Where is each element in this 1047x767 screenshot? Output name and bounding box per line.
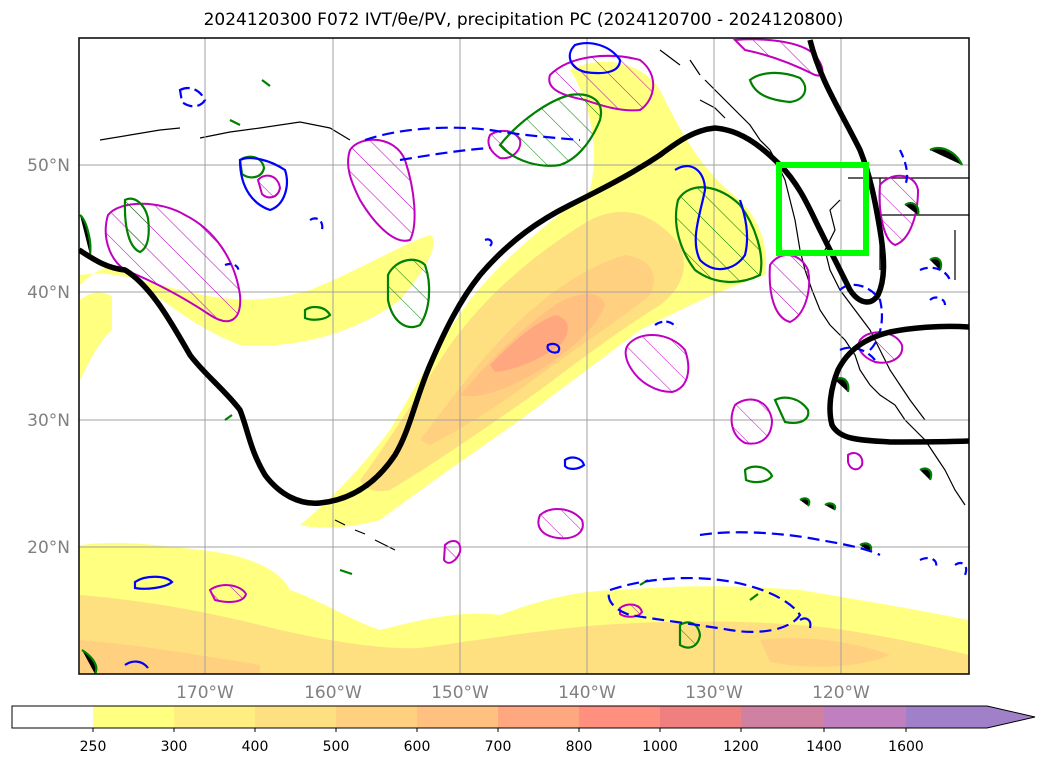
lon-axis-labels: 170°W 160°W 150°W 140°W 130°W 120°W bbox=[176, 683, 870, 703]
colorbar-segment-6 bbox=[498, 706, 579, 728]
colorbar-label-1400: 1400 bbox=[806, 739, 842, 755]
colorbar-segment-7 bbox=[579, 706, 660, 728]
colorbar-label-800: 800 bbox=[566, 739, 593, 755]
colorbar-segment-3 bbox=[255, 706, 336, 728]
figure-title: 2024120300 F072 IVT/θe/PV, precipitation… bbox=[203, 10, 844, 30]
colorbar-segment-9 bbox=[741, 706, 824, 728]
colorbar-label-300: 300 bbox=[161, 739, 188, 755]
colorbar-outline bbox=[11, 705, 1036, 729]
colorbar-label-250: 250 bbox=[80, 739, 107, 755]
precip-positive-contours bbox=[79, 71, 963, 674]
colorbar-segment-1 bbox=[93, 706, 174, 728]
colorbar-label-1200: 1200 bbox=[723, 739, 759, 755]
lat-label-30: 30°N bbox=[27, 411, 70, 431]
colorbar-segment-10 bbox=[824, 706, 906, 728]
colorbar-under-segment bbox=[12, 706, 93, 728]
colorbar-segment-11 bbox=[906, 706, 1035, 728]
colorbar-segment-2 bbox=[174, 706, 255, 728]
lon-label-120w: 120°W bbox=[812, 683, 870, 703]
lon-label-130w: 130°W bbox=[685, 683, 743, 703]
pv-contour bbox=[79, 39, 969, 506]
lon-label-170w: 170°W bbox=[176, 683, 234, 703]
lat-label-20: 20°N bbox=[27, 538, 70, 558]
colorbar-segment-8 bbox=[660, 706, 741, 728]
lon-label-150w: 150°W bbox=[431, 683, 489, 703]
colorbar-label-400: 400 bbox=[242, 739, 269, 755]
colorbar-label-700: 700 bbox=[485, 739, 512, 755]
map-frame bbox=[78, 37, 970, 675]
target-region-box bbox=[776, 162, 869, 256]
lat-label-50: 50°N bbox=[27, 156, 70, 176]
lat-label-40: 40°N bbox=[27, 283, 70, 303]
ivt-shading bbox=[80, 61, 969, 674]
colorbar: 250 300 400 500 600 700 800 1000 1200 14… bbox=[11, 705, 1036, 755]
colorbar-ticks bbox=[92, 728, 907, 732]
colorbar-segment-5 bbox=[417, 706, 498, 728]
colorbar-label-1000: 1000 bbox=[642, 739, 678, 755]
colorbar-label-1600: 1600 bbox=[888, 739, 924, 755]
lon-label-160w: 160°W bbox=[304, 683, 362, 703]
lon-label-140w: 140°W bbox=[558, 683, 616, 703]
precip-negative-contours bbox=[124, 42, 968, 669]
colorbar-segment-4 bbox=[336, 706, 417, 728]
colorbar-label-600: 600 bbox=[404, 739, 431, 755]
colorbar-label-500: 500 bbox=[323, 739, 350, 755]
lat-axis-labels: 50°N 40°N 30°N 20°N bbox=[27, 156, 70, 558]
map-area bbox=[79, 38, 969, 674]
